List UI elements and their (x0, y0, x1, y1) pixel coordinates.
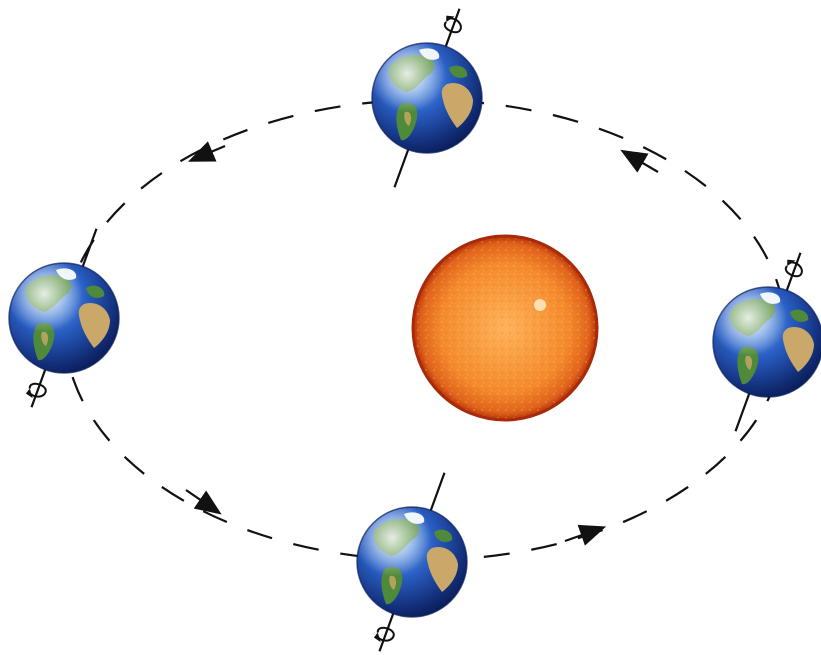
earth-left (8, 224, 120, 412)
orbit-arrow-top-right (620, 149, 659, 173)
orbit-direction-arrows (185, 141, 659, 546)
earth-top (371, 4, 483, 192)
orbit-arrow-bottom-right (564, 524, 607, 546)
earth-right (712, 248, 821, 436)
earth-bottom (356, 468, 468, 655)
orbit-arrow-top-left (187, 141, 226, 162)
sun (411, 234, 599, 422)
orbit-arrow-bottom-left (185, 489, 222, 515)
